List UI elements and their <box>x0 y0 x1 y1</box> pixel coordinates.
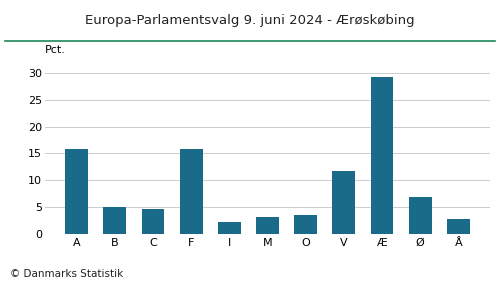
Bar <box>332 171 355 234</box>
Text: Europa-Parlamentsvalg 9. juni 2024 - Ærøskøbing: Europa-Parlamentsvalg 9. juni 2024 - Ærø… <box>85 14 415 27</box>
Bar <box>180 149 203 234</box>
Bar <box>104 207 126 234</box>
Text: © Danmarks Statistik: © Danmarks Statistik <box>10 269 123 279</box>
Text: Pct.: Pct. <box>45 45 66 55</box>
Bar <box>447 219 470 234</box>
Bar <box>408 197 432 234</box>
Bar <box>294 215 317 234</box>
Bar <box>218 222 241 234</box>
Bar <box>65 149 88 234</box>
Bar <box>370 76 394 234</box>
Bar <box>256 217 279 234</box>
Bar <box>142 209 165 234</box>
